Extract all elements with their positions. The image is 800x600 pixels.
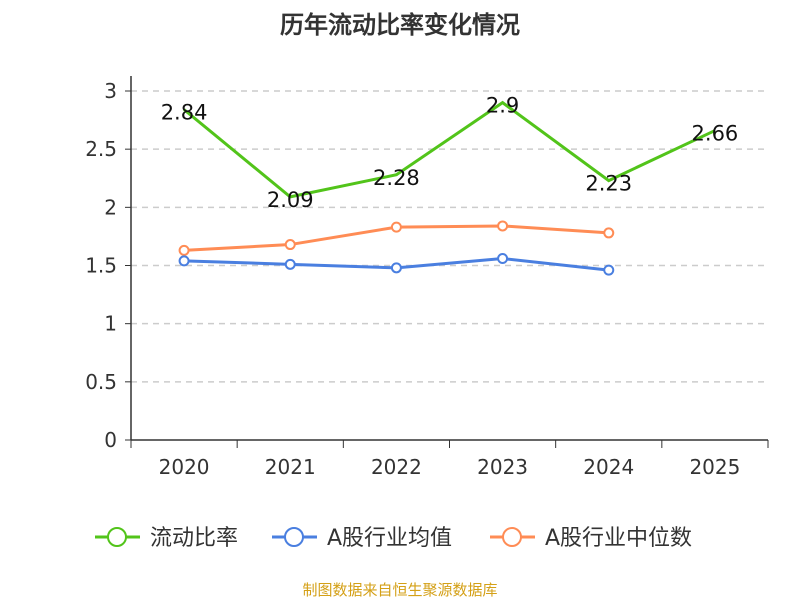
data-label: 2.9 xyxy=(486,94,519,118)
legend-marker xyxy=(284,527,304,547)
x-tick-label: 2025 xyxy=(689,455,740,479)
x-tick-label: 2023 xyxy=(477,455,528,479)
legend-label[interactable]: 流动比率 xyxy=(150,526,238,551)
data-point xyxy=(497,253,509,265)
y-tick-label: 2 xyxy=(104,195,117,219)
data-label: 2.28 xyxy=(373,166,420,190)
data-point xyxy=(284,239,296,251)
data-label: 2.09 xyxy=(267,188,314,212)
data-point xyxy=(390,221,402,233)
data-label: 2.66 xyxy=(692,122,739,146)
data-point xyxy=(178,244,190,256)
data-label: 2.23 xyxy=(585,172,632,196)
x-tick-label: 2024 xyxy=(583,455,634,479)
y-tick-label: 0 xyxy=(104,428,117,452)
data-point xyxy=(603,227,615,239)
data-point xyxy=(603,264,615,276)
data-point xyxy=(284,258,296,270)
legend-label[interactable]: A股行业中位数 xyxy=(545,526,692,551)
data-point xyxy=(390,262,402,274)
legend-marker xyxy=(502,527,522,547)
y-tick-label: 1.5 xyxy=(85,254,117,278)
y-tick-label: 0.5 xyxy=(85,370,117,394)
y-tick-label: 1 xyxy=(104,312,117,336)
legend-marker xyxy=(107,527,127,547)
legend-label[interactable]: A股行业均值 xyxy=(327,526,452,551)
x-tick-label: 2021 xyxy=(265,455,316,479)
x-tick-label: 2022 xyxy=(371,455,422,479)
y-tick-label: 2.5 xyxy=(85,137,117,161)
y-tick-label: 3 xyxy=(104,79,117,103)
data-point xyxy=(178,255,190,267)
x-tick-label: 2020 xyxy=(159,455,210,479)
series-line xyxy=(183,100,716,199)
data-point xyxy=(497,220,509,232)
chart-title: 历年流动比率变化情况 xyxy=(280,11,520,39)
data-label: 2.84 xyxy=(161,101,208,125)
source-note: 制图数据来自恒生聚源数据库 xyxy=(302,581,497,599)
